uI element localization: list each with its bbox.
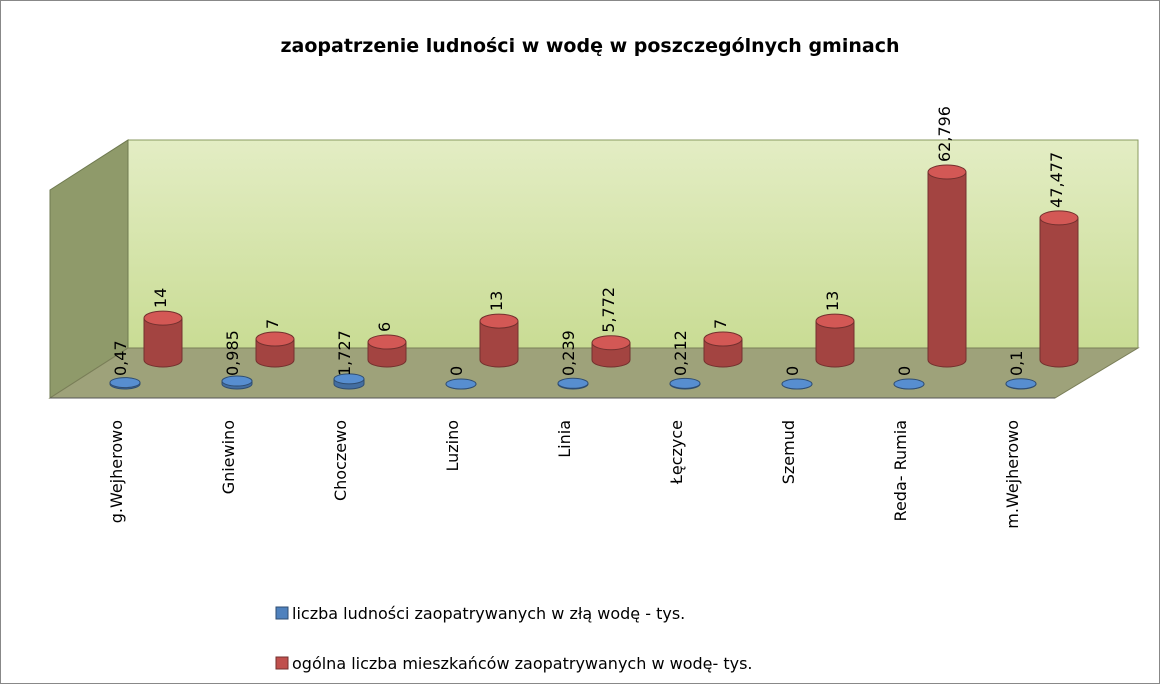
bar xyxy=(255,331,295,368)
bar-top xyxy=(703,331,743,347)
legend-label: ogólna liczba mieszkańców zaopatrywanych… xyxy=(292,654,753,673)
bar-top xyxy=(781,378,813,390)
bar-top xyxy=(1039,210,1079,226)
bar xyxy=(1039,210,1079,368)
bar-top xyxy=(893,378,925,390)
bar-body xyxy=(255,338,295,368)
bar-top xyxy=(557,377,589,389)
bar xyxy=(703,331,743,368)
bar-top xyxy=(815,313,855,329)
bar-top xyxy=(143,310,183,326)
data-label: 6 xyxy=(375,322,394,332)
bar-top xyxy=(109,377,141,389)
x-tick-label: m.Wejherowo xyxy=(1003,420,1022,529)
data-label: 0 xyxy=(895,366,914,376)
x-tick-label: Choczewo xyxy=(331,420,350,501)
data-label: 13 xyxy=(823,291,842,311)
bar-body xyxy=(1039,217,1079,368)
x-tick-label: Reda- Rumia xyxy=(891,420,910,521)
bar xyxy=(367,334,407,368)
bar-body xyxy=(479,320,519,368)
bar-top xyxy=(333,373,365,385)
bar xyxy=(669,377,701,390)
data-label: 5,772 xyxy=(599,287,618,333)
bar-body xyxy=(703,338,743,368)
x-tick-label: Linia xyxy=(555,420,574,458)
x-tick-label: g.Wejherowo xyxy=(107,420,126,523)
data-label: 1,727 xyxy=(335,330,354,376)
bar xyxy=(445,378,477,390)
legend-swatch xyxy=(275,656,289,670)
data-label: 0,47 xyxy=(111,340,130,376)
bar xyxy=(109,377,141,390)
bar-top xyxy=(255,331,295,347)
bar xyxy=(143,310,183,368)
bar xyxy=(1005,378,1037,390)
data-label: 47,477 xyxy=(1047,152,1066,208)
bar xyxy=(221,375,253,390)
data-label: 7 xyxy=(711,319,730,329)
bar-top xyxy=(669,377,701,389)
x-tick-label: Szemud xyxy=(779,420,798,484)
bar xyxy=(815,313,855,368)
bar-top xyxy=(1005,378,1037,390)
x-tick-label: Luzino xyxy=(443,420,462,472)
data-label: 14 xyxy=(151,288,170,308)
data-label: 0,239 xyxy=(559,330,578,376)
bar xyxy=(781,378,813,390)
data-label: 0,985 xyxy=(223,330,242,376)
chart-title: zaopatrzenie ludności w wodę w poszczegó… xyxy=(280,35,899,57)
x-tick-label: Łęczyce xyxy=(667,420,686,485)
bar xyxy=(557,377,589,390)
data-label: 0 xyxy=(447,366,466,376)
bar-body xyxy=(143,317,183,368)
legend-swatch xyxy=(275,606,289,620)
bar-top xyxy=(221,375,253,387)
data-label: 0 xyxy=(783,366,802,376)
bar xyxy=(927,164,967,368)
bar xyxy=(893,378,925,390)
data-label: 0,212 xyxy=(671,330,690,376)
bar-top xyxy=(367,334,407,350)
bar-top xyxy=(445,378,477,390)
bar-top xyxy=(927,164,967,180)
bar-top xyxy=(591,335,631,351)
bar-body xyxy=(815,320,855,368)
data-label: 62,796 xyxy=(935,106,954,162)
x-tick-label: Gniewino xyxy=(219,420,238,494)
bar-body xyxy=(927,171,967,368)
bar-top xyxy=(479,313,519,329)
legend-label: liczba ludności zaopatrywanych w złą wod… xyxy=(292,604,685,623)
bar xyxy=(333,373,365,390)
data-label: 0,1 xyxy=(1007,351,1026,376)
back-wall xyxy=(127,139,1139,349)
bar xyxy=(479,313,519,368)
bar xyxy=(591,335,631,368)
data-label: 13 xyxy=(487,291,506,311)
data-label: 7 xyxy=(263,319,282,329)
legend: liczba ludności zaopatrywanych w złą wod… xyxy=(275,604,753,673)
